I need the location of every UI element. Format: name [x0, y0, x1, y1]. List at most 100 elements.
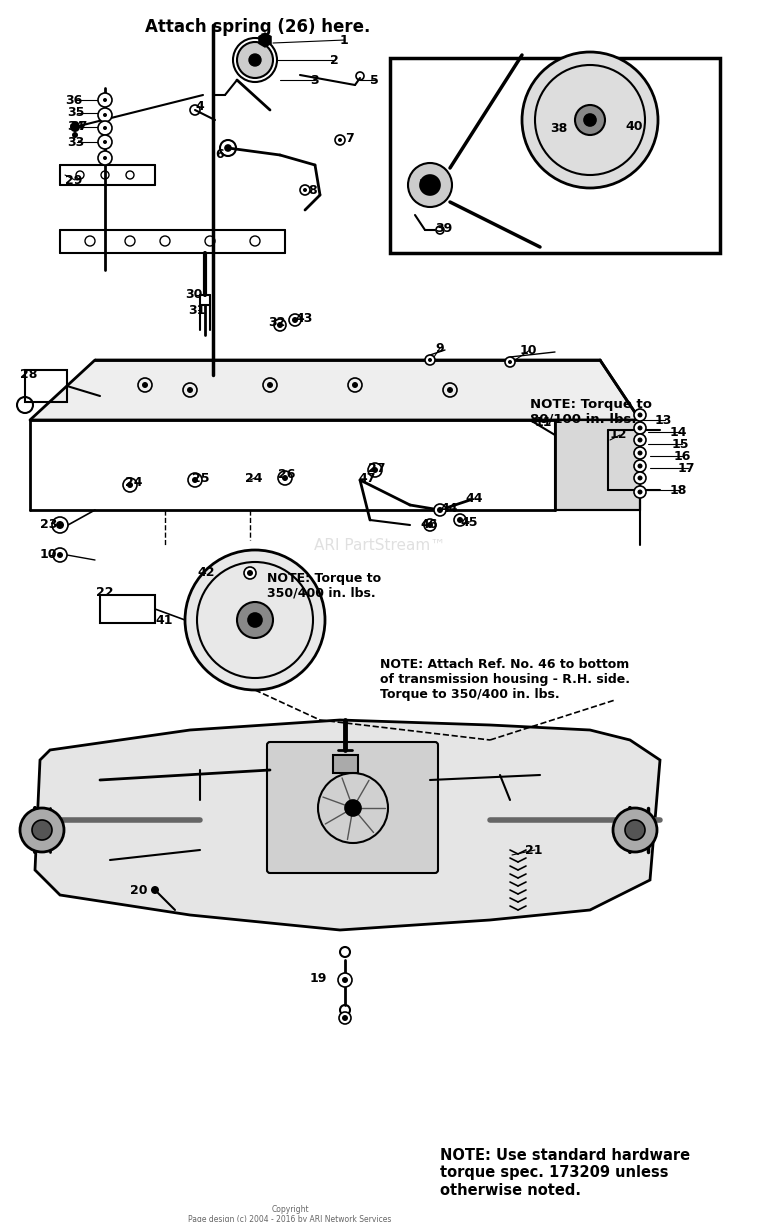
Circle shape	[282, 475, 288, 481]
Text: 12: 12	[610, 429, 627, 441]
Circle shape	[434, 503, 446, 516]
Circle shape	[289, 314, 301, 326]
Circle shape	[342, 1015, 348, 1022]
Text: 43: 43	[295, 312, 313, 325]
Text: 38: 38	[550, 121, 568, 134]
Circle shape	[192, 477, 198, 483]
Circle shape	[274, 319, 286, 331]
Circle shape	[368, 463, 382, 477]
Circle shape	[637, 413, 643, 418]
Text: 6: 6	[215, 149, 223, 161]
Circle shape	[637, 425, 643, 430]
Circle shape	[103, 126, 107, 130]
Circle shape	[103, 112, 107, 117]
Circle shape	[508, 360, 512, 364]
Circle shape	[303, 188, 307, 192]
Text: ARI PartStream™: ARI PartStream™	[314, 538, 445, 552]
Text: 24: 24	[125, 477, 143, 490]
Circle shape	[372, 467, 378, 473]
Text: 7: 7	[345, 132, 354, 144]
Text: 31: 31	[188, 303, 205, 316]
Circle shape	[248, 613, 262, 627]
Circle shape	[637, 475, 643, 480]
Circle shape	[505, 357, 515, 367]
Text: 1: 1	[340, 33, 349, 46]
Text: 3: 3	[310, 73, 319, 87]
Circle shape	[335, 134, 345, 145]
Circle shape	[338, 138, 342, 142]
Circle shape	[634, 459, 646, 472]
Circle shape	[244, 567, 256, 579]
Polygon shape	[30, 360, 640, 420]
Circle shape	[424, 519, 436, 532]
Circle shape	[237, 42, 273, 78]
Circle shape	[57, 552, 63, 558]
Circle shape	[103, 141, 107, 144]
Text: 45: 45	[460, 516, 478, 528]
Circle shape	[267, 382, 273, 389]
Circle shape	[634, 422, 646, 434]
Circle shape	[53, 547, 67, 562]
Circle shape	[625, 820, 645, 840]
Circle shape	[98, 108, 112, 122]
Circle shape	[345, 800, 361, 816]
Text: Copyright
Page design (c) 2004 - 2016 by ARI Network Services: Copyright Page design (c) 2004 - 2016 by…	[188, 1205, 392, 1222]
Bar	[100, 595, 155, 623]
Text: NOTE: Torque to
350/400 in. lbs.: NOTE: Torque to 350/400 in. lbs.	[267, 572, 381, 600]
Text: 27: 27	[368, 462, 386, 474]
Circle shape	[277, 323, 283, 327]
Circle shape	[634, 434, 646, 446]
Bar	[390, 57, 720, 253]
Text: 10: 10	[40, 549, 58, 561]
Circle shape	[575, 105, 605, 134]
Circle shape	[98, 152, 112, 165]
Text: Attach spring (26) here.: Attach spring (26) here.	[145, 18, 370, 35]
Circle shape	[20, 808, 64, 852]
Circle shape	[420, 175, 440, 196]
Circle shape	[292, 316, 298, 323]
Circle shape	[185, 550, 325, 690]
Text: 24: 24	[245, 472, 263, 484]
Circle shape	[339, 1012, 351, 1024]
Text: 47: 47	[358, 472, 376, 484]
Circle shape	[98, 134, 112, 149]
Text: 9: 9	[435, 341, 444, 354]
Text: 8: 8	[308, 183, 316, 197]
Circle shape	[188, 473, 202, 488]
Bar	[333, 755, 358, 774]
Circle shape	[634, 447, 646, 459]
Text: 10: 10	[520, 343, 538, 357]
Text: 46: 46	[420, 518, 437, 532]
Text: 44: 44	[440, 501, 458, 514]
Circle shape	[52, 517, 68, 533]
Text: 39: 39	[418, 178, 435, 192]
Circle shape	[338, 973, 352, 987]
Circle shape	[408, 163, 452, 207]
Text: 28: 28	[20, 369, 38, 381]
Text: 42: 42	[197, 566, 214, 578]
Polygon shape	[35, 720, 660, 930]
Circle shape	[637, 451, 643, 456]
Text: 37: 37	[70, 121, 88, 133]
Text: 11: 11	[535, 415, 552, 429]
Text: 18: 18	[670, 484, 687, 496]
Circle shape	[634, 409, 646, 422]
Circle shape	[56, 521, 64, 529]
Circle shape	[278, 470, 292, 485]
Polygon shape	[259, 33, 271, 46]
Text: 2: 2	[330, 54, 339, 66]
Circle shape	[151, 886, 159, 895]
Circle shape	[98, 121, 112, 134]
Circle shape	[225, 145, 231, 152]
Text: 25: 25	[192, 472, 210, 484]
Text: 15: 15	[672, 437, 690, 451]
Circle shape	[247, 569, 253, 576]
Circle shape	[103, 98, 107, 101]
Circle shape	[187, 387, 193, 393]
Circle shape	[103, 156, 107, 160]
Text: 36: 36	[65, 94, 82, 106]
Circle shape	[300, 185, 310, 196]
Text: 33: 33	[67, 136, 84, 149]
Text: 20: 20	[130, 884, 147, 897]
Circle shape	[70, 122, 80, 132]
